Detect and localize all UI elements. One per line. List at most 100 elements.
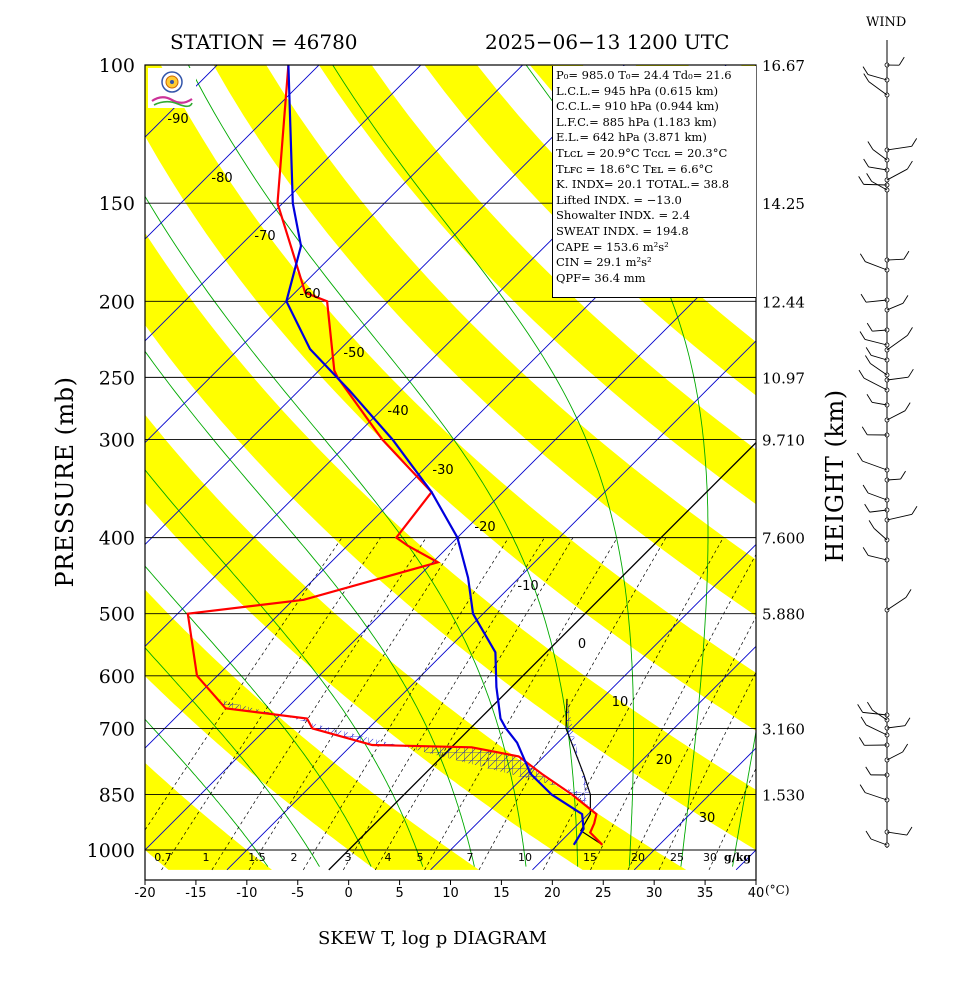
wind-barb xyxy=(886,302,904,311)
wind-barb xyxy=(867,492,888,501)
isotherm-line xyxy=(145,65,626,546)
isotherm-label: 20 xyxy=(656,753,673,768)
mixing-ratio-label: 15 xyxy=(583,851,597,864)
moist-adiabat xyxy=(145,565,372,867)
wind-barb-flag xyxy=(858,737,865,746)
pressure-tick-label: 250 xyxy=(99,367,135,389)
wind-barb-flag xyxy=(900,470,906,480)
x-tick-label: 15 xyxy=(493,886,510,901)
info-line: CIN = 29.1 m²s² xyxy=(556,255,652,270)
dry-adiabat-band xyxy=(952,65,960,870)
pressure-tick-label: 850 xyxy=(99,785,135,807)
wind-barb xyxy=(864,792,888,801)
wind-barb-flag xyxy=(902,743,909,753)
isotherm-line xyxy=(532,645,756,871)
pressure-tick-label: 400 xyxy=(99,528,135,550)
isotherm-line xyxy=(145,65,320,240)
info-line: Tʟꜰᴄ = 18.6°C Tᴇʟ = 6.6°C xyxy=(556,161,714,176)
logo-emblem xyxy=(148,68,196,108)
wind-barb xyxy=(871,180,888,191)
wind-barb-flag xyxy=(862,66,869,75)
wind-barb xyxy=(873,528,888,541)
wind-barb-flag xyxy=(861,426,868,436)
wind-barb-flag xyxy=(857,452,863,462)
wind-barb xyxy=(886,168,908,181)
wind-barb-flag xyxy=(864,503,871,513)
wind-barb-flag xyxy=(865,766,872,776)
x-tick-label: 25 xyxy=(595,886,612,901)
wind-barb-flag xyxy=(867,141,874,150)
isotherm-label: -10 xyxy=(517,579,538,594)
info-line: K. INDX= 20.1 TOTAL.= 38.8 xyxy=(556,177,730,192)
chart-title: SKEW T, log p DIAGRAM xyxy=(318,928,547,949)
wind-barb xyxy=(886,831,908,836)
info-line: L.C.L.= 945 hPa (0.615 km) xyxy=(556,83,719,98)
isotherm-label: -50 xyxy=(343,346,364,361)
isotherm-label: -90 xyxy=(167,112,188,127)
wind-barb xyxy=(886,376,909,381)
mixing-ratio-label: 7 xyxy=(467,851,474,864)
dry-adiabat-band xyxy=(846,65,960,870)
wind-barb xyxy=(865,724,888,736)
wind-barb-flag xyxy=(860,716,867,726)
moist-adiabat xyxy=(145,350,475,867)
wind-barb-flag xyxy=(863,158,870,168)
wind-barb-flag xyxy=(862,547,869,556)
wind-barb-flag xyxy=(865,830,872,840)
chart-ticks: 100150200250300400500600700850100016.671… xyxy=(87,55,805,901)
x-tick-label: -5 xyxy=(291,886,304,901)
wind-barb-flag xyxy=(858,369,865,379)
wind-barb xyxy=(862,460,888,471)
dry-adiabat-band xyxy=(145,762,272,870)
mixing-ratio-label: 3 xyxy=(345,851,352,864)
wind-barb xyxy=(871,354,888,361)
wind-barb xyxy=(863,377,888,391)
wind-barb xyxy=(868,554,888,561)
wind-barb xyxy=(865,261,888,271)
height-tick-label: 9.710 xyxy=(762,432,805,450)
wind-barb-flag xyxy=(907,327,913,336)
wind-barb xyxy=(886,145,912,151)
pressure-tick-label: 150 xyxy=(99,193,135,215)
isotherm-line xyxy=(145,65,524,444)
cape-area xyxy=(217,698,591,808)
wind-barb xyxy=(872,149,888,161)
height-tick-label: 14.25 xyxy=(762,195,805,213)
info-line: P₀= 985.0 T₀= 24.4 Td₀= 21.6 xyxy=(556,68,732,82)
isotherm-label: 0 xyxy=(578,637,586,652)
isotherm-label: -80 xyxy=(211,171,232,186)
x-tick-label: -15 xyxy=(185,886,206,901)
pressure-tick-label: 100 xyxy=(99,55,135,77)
moist-adiabat xyxy=(784,65,947,867)
wind-barb-flag xyxy=(859,784,866,793)
wind-profile xyxy=(857,40,918,848)
wind-barb-flag xyxy=(866,394,873,403)
isotherm-label: -20 xyxy=(474,520,495,535)
wind-barb xyxy=(869,509,888,513)
isotherm-line xyxy=(145,65,422,342)
wind-barb-flag xyxy=(867,701,873,711)
isotherm-label: -40 xyxy=(387,404,408,419)
mixing-ratio-label: 25 xyxy=(670,851,684,864)
wind-barb-flag xyxy=(866,322,873,332)
wind-barb xyxy=(886,725,906,729)
dry-adiabat-band xyxy=(145,232,756,850)
temperature-line xyxy=(186,65,604,846)
mixing-ratio-label: 10 xyxy=(518,851,532,864)
isotherm-line xyxy=(145,238,756,851)
info-line: Showalter INDX. = 2.4 xyxy=(556,208,691,223)
wind-barb xyxy=(872,709,888,721)
info-line: SWEAT INDX. = 194.8 xyxy=(556,223,689,238)
pressure-tick-label: 200 xyxy=(99,291,135,313)
wind-barb xyxy=(865,299,888,303)
wind-barb xyxy=(886,751,903,761)
dry-adiabat-band xyxy=(213,65,756,616)
wind-barb xyxy=(886,410,906,421)
height-tick-label: 12.44 xyxy=(762,293,805,311)
info-line: Tʟᴄʟ = 20.9°C Tᴄᴄʟ = 20.3°C xyxy=(556,145,728,160)
wind-barb xyxy=(871,401,888,406)
pressure-tick-label: 1000 xyxy=(87,840,135,862)
x-tick-label: -10 xyxy=(236,886,257,901)
sounding-indices-box: P₀= 985.0 T₀= 24.4 Td₀= 21.6 L.C.L.= 945… xyxy=(552,66,756,298)
wind-barb-flag xyxy=(865,347,872,356)
